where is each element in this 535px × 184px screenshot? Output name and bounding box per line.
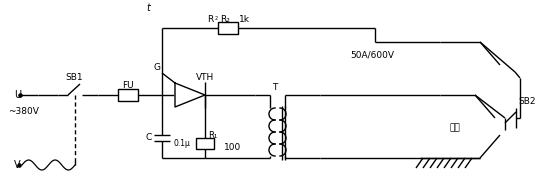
Text: R₂: R₂: [220, 15, 230, 24]
Text: U: U: [14, 90, 21, 100]
Text: 50A/600V: 50A/600V: [350, 50, 394, 59]
Bar: [118, 89, 138, 101]
Text: R₁: R₁: [208, 130, 217, 139]
Text: G: G: [154, 63, 160, 72]
Bar: [218, 22, 238, 34]
Bar: [196, 138, 214, 149]
Text: VTH: VTH: [196, 72, 214, 82]
Text: $_2$: $_2$: [214, 15, 219, 23]
Text: ~380V: ~380V: [8, 107, 39, 116]
Text: SB2: SB2: [518, 98, 535, 107]
Text: R: R: [207, 15, 213, 24]
Text: t: t: [146, 3, 150, 13]
Text: 0.1μ: 0.1μ: [174, 139, 191, 148]
Polygon shape: [175, 83, 205, 107]
Text: V: V: [14, 160, 21, 170]
Text: SB1: SB1: [65, 72, 83, 82]
Text: C: C: [146, 134, 152, 142]
Text: 1k: 1k: [239, 15, 249, 24]
Text: FU: FU: [122, 82, 134, 91]
Text: 焊槍: 焊槍: [449, 123, 461, 132]
Text: 100: 100: [224, 144, 241, 153]
Text: T: T: [272, 82, 278, 91]
